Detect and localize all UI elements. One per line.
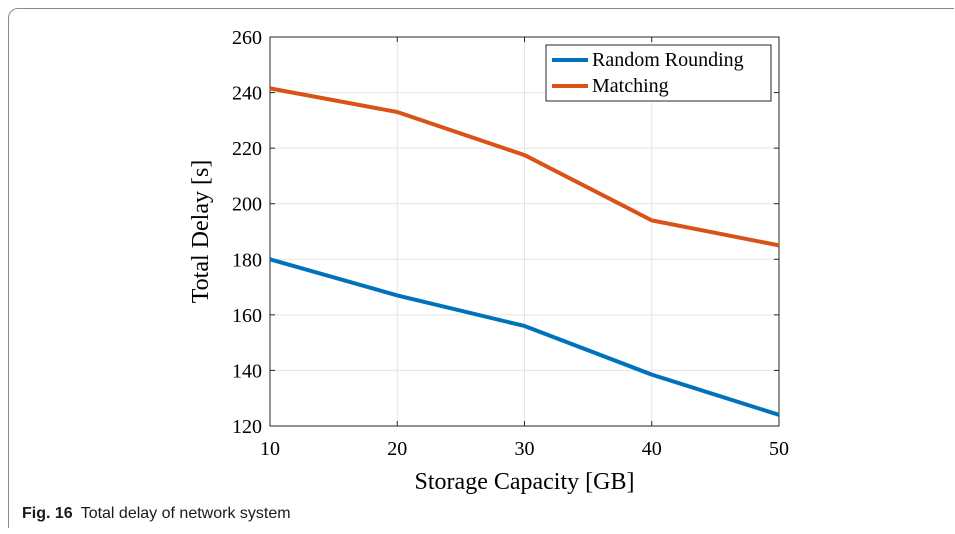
x-tick-label: 50 <box>769 438 789 460</box>
x-tick-label: 40 <box>642 438 662 460</box>
figure-caption-text: Total delay of network system <box>80 505 291 522</box>
figure-caption: Fig. 16 Total delay of network system <box>22 505 291 523</box>
axis-ticks: 10 20 30 40 50 120 140 160 180 200 220 240 260 <box>232 27 789 460</box>
series-lines <box>269 86 780 417</box>
x-tick-label: 20 <box>387 438 407 460</box>
x-tick-label: 30 <box>515 438 535 460</box>
y-axis-label: Total Delay [s] <box>188 160 214 304</box>
x-axis-label: Storage Capacity [GB] <box>415 469 635 495</box>
x-tick-label: 10 <box>260 438 280 460</box>
legend: Random Rounding Matching <box>545 44 772 102</box>
y-tick-label: 160 <box>232 305 262 327</box>
figure-number: Fig. 16 <box>22 505 73 522</box>
y-tick-label: 180 <box>232 249 262 271</box>
legend-label: Matching <box>592 75 669 97</box>
figure-frame <box>8 8 954 528</box>
y-tick-label: 120 <box>232 416 262 438</box>
legend-label: Random Rounding <box>592 49 744 71</box>
y-tick-label: 200 <box>232 194 262 216</box>
legend-box <box>545 44 772 102</box>
y-tick-label: 240 <box>232 83 262 105</box>
y-tick-label: 140 <box>232 360 262 382</box>
y-tick-label: 260 <box>232 27 262 49</box>
y-tick-label: 220 <box>232 138 262 160</box>
